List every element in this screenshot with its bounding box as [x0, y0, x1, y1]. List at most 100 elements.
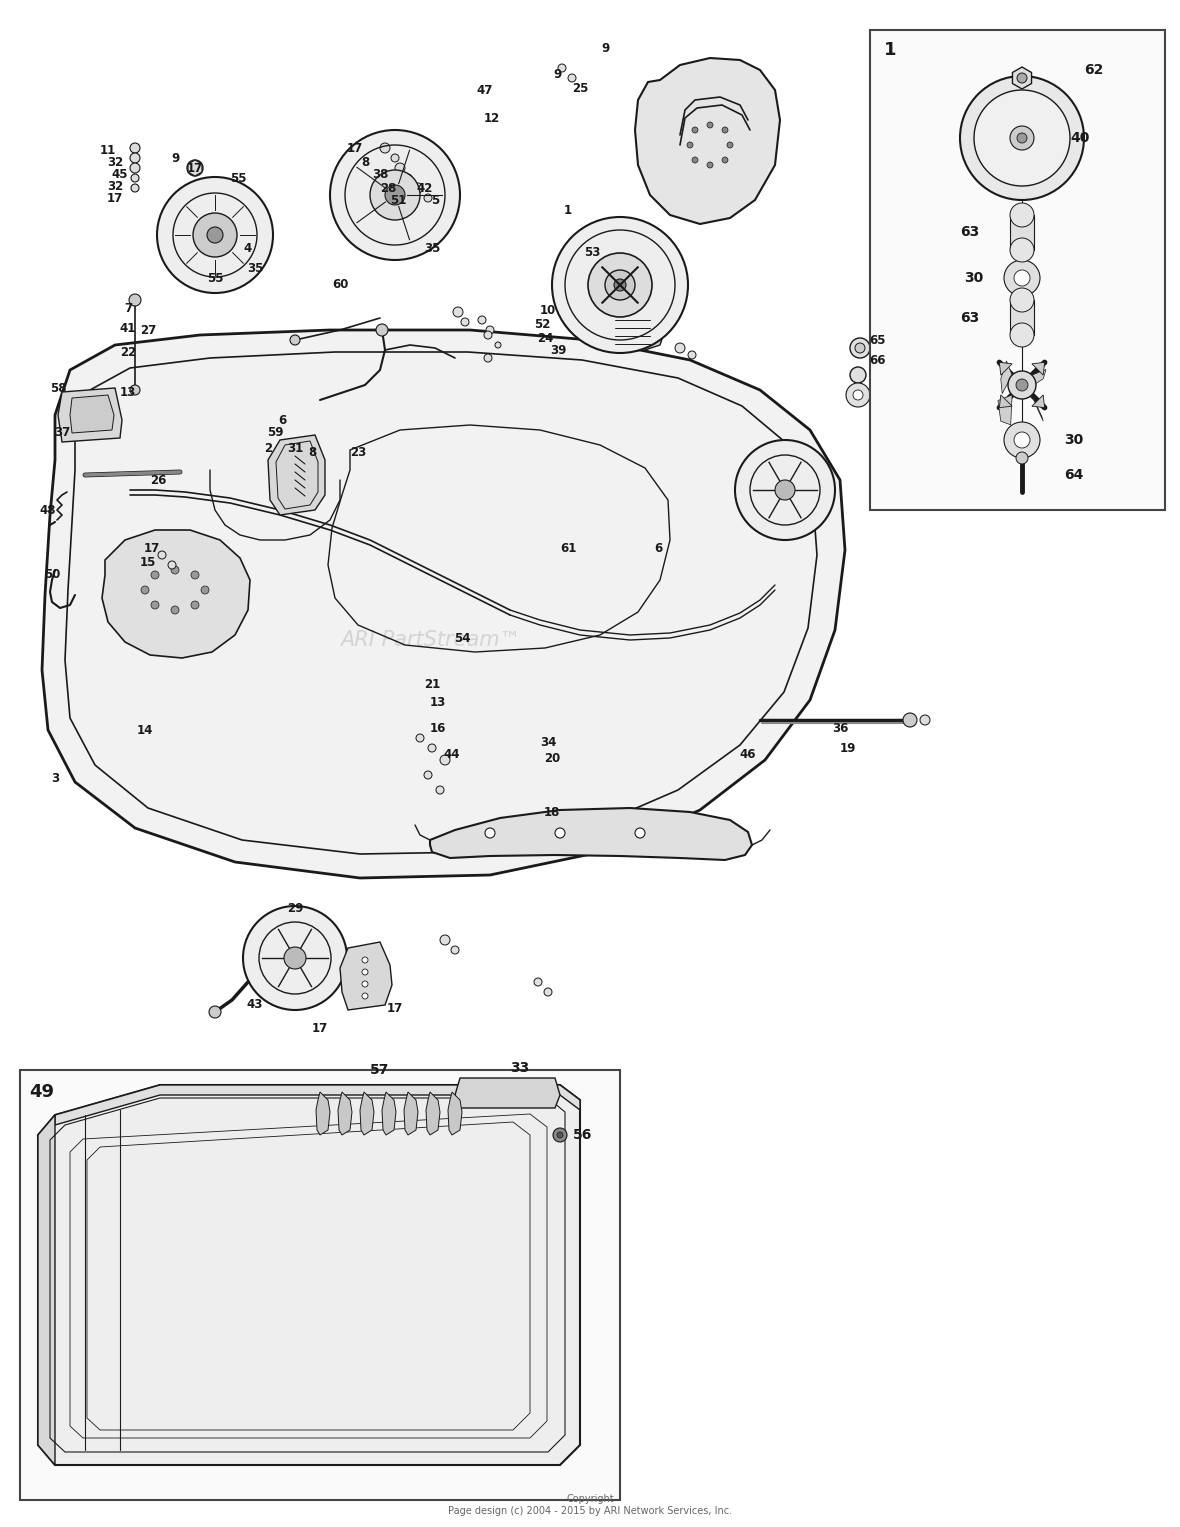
Text: 6: 6 [654, 542, 662, 554]
Polygon shape [55, 1086, 581, 1125]
Circle shape [131, 174, 139, 182]
Polygon shape [360, 1092, 374, 1135]
Circle shape [391, 154, 399, 162]
Circle shape [688, 351, 696, 359]
Text: 39: 39 [550, 344, 566, 356]
Polygon shape [999, 362, 1012, 376]
Circle shape [552, 217, 688, 353]
Text: 59: 59 [267, 426, 283, 438]
Circle shape [362, 970, 368, 976]
Circle shape [1017, 73, 1027, 82]
Text: 3: 3 [51, 771, 59, 785]
Circle shape [453, 307, 463, 318]
Polygon shape [404, 1092, 418, 1135]
Circle shape [385, 185, 405, 205]
Polygon shape [455, 1078, 560, 1109]
Circle shape [1004, 260, 1040, 296]
Circle shape [853, 389, 863, 400]
Text: 65: 65 [870, 333, 886, 347]
Circle shape [635, 828, 645, 838]
Circle shape [362, 993, 368, 999]
Circle shape [243, 906, 347, 1009]
Text: 55: 55 [206, 272, 223, 284]
Polygon shape [1010, 299, 1034, 334]
Text: 21: 21 [424, 678, 440, 692]
Text: 1: 1 [564, 203, 572, 217]
Circle shape [557, 1132, 563, 1138]
Text: 63: 63 [961, 312, 979, 325]
Text: 17: 17 [312, 1022, 328, 1034]
Text: 1: 1 [884, 41, 897, 60]
Circle shape [1016, 379, 1028, 391]
Text: 40: 40 [1070, 131, 1089, 145]
Bar [20, 1070, 620, 1500]
Text: 43: 43 [247, 999, 263, 1011]
Bar [870, 31, 1165, 510]
Text: 63: 63 [961, 224, 979, 240]
Circle shape [151, 602, 159, 609]
Polygon shape [426, 1092, 440, 1135]
Text: 11: 11 [100, 144, 116, 156]
Text: 62: 62 [1084, 63, 1103, 76]
Circle shape [157, 177, 273, 293]
Text: 10: 10 [540, 304, 556, 316]
Text: 57: 57 [371, 1063, 389, 1077]
Circle shape [588, 253, 653, 318]
Polygon shape [382, 1092, 396, 1135]
Circle shape [130, 385, 140, 395]
Text: 13: 13 [430, 695, 446, 709]
Circle shape [735, 440, 835, 541]
Polygon shape [188, 160, 202, 176]
Circle shape [1010, 289, 1034, 312]
Polygon shape [1031, 395, 1044, 408]
Text: 18: 18 [544, 806, 560, 818]
Circle shape [461, 318, 468, 325]
Polygon shape [1031, 362, 1044, 376]
Circle shape [555, 828, 565, 838]
Circle shape [974, 90, 1070, 186]
Circle shape [362, 980, 368, 986]
Text: 22: 22 [120, 345, 136, 359]
Circle shape [727, 142, 733, 148]
Text: 37: 37 [54, 426, 70, 438]
Text: 47: 47 [477, 84, 493, 96]
Polygon shape [337, 1092, 352, 1135]
Text: 56: 56 [573, 1128, 592, 1142]
Circle shape [435, 786, 444, 794]
Polygon shape [101, 530, 250, 658]
Text: 4: 4 [244, 241, 253, 255]
Circle shape [140, 586, 149, 594]
Text: 17: 17 [107, 191, 123, 205]
Circle shape [722, 127, 728, 133]
Polygon shape [42, 330, 845, 878]
Polygon shape [430, 808, 752, 860]
Polygon shape [448, 1092, 463, 1135]
Text: 32: 32 [107, 156, 123, 168]
Circle shape [428, 744, 435, 751]
Text: 17: 17 [144, 542, 160, 554]
Circle shape [478, 316, 486, 324]
Text: 53: 53 [584, 246, 601, 258]
Circle shape [1004, 421, 1040, 458]
Circle shape [1017, 133, 1027, 144]
Text: ARI PartStream™: ARI PartStream™ [340, 631, 520, 651]
Circle shape [171, 606, 179, 614]
Circle shape [1010, 324, 1034, 347]
Circle shape [194, 212, 237, 257]
Circle shape [920, 715, 930, 725]
Circle shape [675, 344, 686, 353]
Polygon shape [38, 1115, 55, 1464]
Circle shape [1010, 127, 1034, 150]
Circle shape [961, 76, 1084, 200]
Text: 35: 35 [424, 241, 440, 255]
Text: 27: 27 [140, 324, 156, 336]
Polygon shape [58, 388, 122, 441]
Circle shape [707, 162, 713, 168]
Circle shape [151, 571, 159, 579]
Circle shape [494, 342, 501, 348]
Polygon shape [1031, 370, 1045, 385]
Text: 34: 34 [539, 736, 556, 748]
Polygon shape [1012, 67, 1031, 89]
Circle shape [691, 157, 699, 163]
Polygon shape [998, 395, 1012, 425]
